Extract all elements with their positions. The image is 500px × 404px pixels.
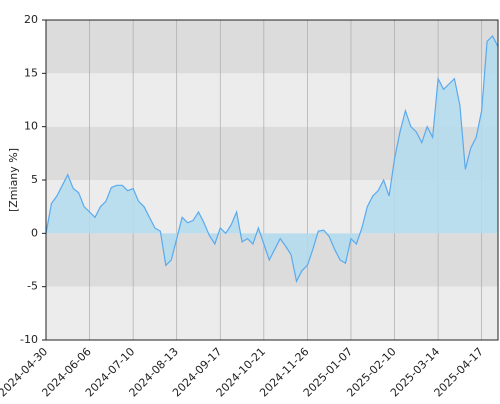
y-axis-label: [Zmiany %] <box>7 148 20 212</box>
y-tick-label: -5 <box>27 280 38 293</box>
y-tick-label: 20 <box>24 13 38 26</box>
y-tick-label: -10 <box>20 333 38 346</box>
y-tick-label: 5 <box>31 173 38 186</box>
y-tick-label: 10 <box>24 120 38 133</box>
area <box>46 36 498 282</box>
grid-band <box>46 73 498 127</box>
line <box>45 35 499 284</box>
plot-frame <box>45 19 499 341</box>
grid-band <box>46 286 498 340</box>
y-tick-label: 15 <box>24 66 38 79</box>
y-tick-label: 0 <box>31 226 38 239</box>
grid-band <box>46 20 498 74</box>
